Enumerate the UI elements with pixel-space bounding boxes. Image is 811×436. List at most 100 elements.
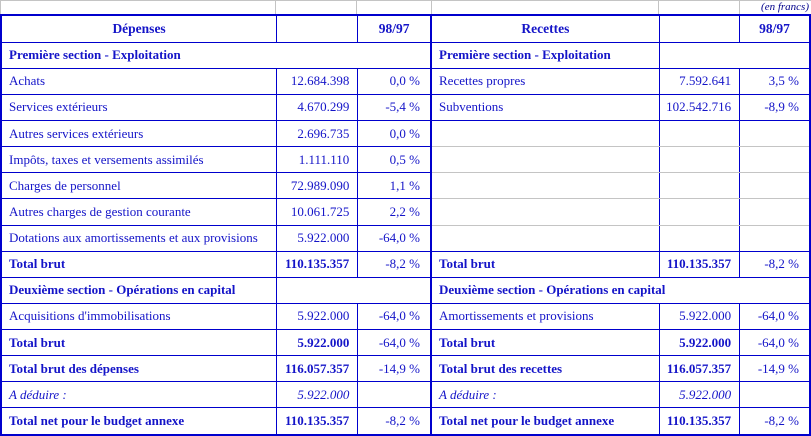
row-label: A déduire :: [432, 381, 660, 409]
row-value: 4.670.299: [276, 94, 359, 122]
grid-strip-cell: [432, 1, 659, 14]
table-row: Services extérieurs 4.670.299 -5,4 %: [2, 94, 431, 122]
table-title: Dépenses: [2, 16, 278, 43]
units-note: (en francs): [761, 1, 809, 13]
tables-frame: Dépenses 98/97 Première section - Exploi…: [0, 14, 811, 436]
section-label: Première section - Exploitation: [2, 42, 431, 69]
section-empty-cell: [659, 42, 809, 69]
row-value: 5.922.000: [659, 303, 741, 331]
row-label: Total net pour le budget annexe: [432, 407, 660, 434]
row-value: 10.061.725: [276, 198, 359, 226]
row-value: [659, 198, 741, 226]
row-pct: 1,1 %: [357, 172, 431, 200]
pct-header: 98/97: [357, 16, 431, 43]
row-pct: 3,5 %: [739, 68, 809, 95]
pct-header: 98/97: [739, 16, 809, 43]
recettes-table: Recettes 98/97 Première section - Exploi…: [432, 16, 809, 434]
row-value: [659, 172, 741, 200]
row-label: [432, 120, 660, 148]
row-pct: -64,0 %: [739, 303, 809, 331]
table-row: Total net pour le budget annexe 110.135.3…: [432, 407, 809, 434]
row-label: Achats: [2, 68, 278, 95]
row-value: 116.057.357: [659, 355, 741, 383]
row-value: 5.922.000: [659, 381, 741, 409]
row-pct: [739, 225, 809, 252]
table-row: Acquisitions d'immobilisations 5.922.000-…: [2, 303, 431, 331]
recettes-header-row: Recettes 98/97: [432, 16, 809, 43]
row-value: 1.111.110: [276, 146, 359, 174]
row-pct: 0,0 %: [357, 68, 431, 95]
row-label: Autres services extérieurs: [2, 120, 278, 148]
table-row: Amortissements et provisions 5.922.000 -64…: [432, 303, 809, 331]
section-empty-cell: [276, 277, 431, 304]
row-pct: -8,2 %: [739, 251, 809, 278]
empty-row: [432, 120, 809, 148]
section-row: Première section - Exploitation: [432, 42, 809, 69]
row-value: 110.135.357: [276, 407, 359, 434]
depenses-header-row: Dépenses 98/97: [2, 16, 431, 43]
row-label: Total brut: [2, 329, 278, 357]
row-label: Subventions: [432, 94, 660, 122]
row-value: 5.922.000: [276, 225, 359, 252]
grid-strip-cell: (en francs): [740, 1, 811, 14]
table-row: Autres services extérieurs 2.696.735 0,0 %: [2, 120, 431, 148]
row-pct: -64,0 %: [357, 303, 431, 331]
row-label: Services extérieurs: [2, 94, 278, 122]
table-title: Recettes: [432, 16, 660, 43]
row-value: 110.135.357: [659, 251, 741, 278]
units-strip: (en francs): [0, 0, 811, 14]
row-label: [432, 225, 660, 252]
table-row: Total brut des dépenses 116.057.357 -14,9 …: [2, 355, 431, 383]
header-empty-cell: [659, 16, 741, 43]
row-label: [432, 172, 660, 200]
row-pct: 2,2 %: [357, 198, 431, 226]
row-label: Total brut: [432, 329, 660, 357]
row-label: Total brut des recettes: [432, 355, 660, 383]
row-label: Total net pour le budget annexe: [2, 407, 278, 434]
empty-row: [432, 172, 809, 200]
section-row: Deuxième section - Opérations en capital: [432, 277, 809, 304]
row-label: A déduire :: [2, 381, 278, 409]
section-row: Première section - Exploitation: [2, 42, 431, 69]
row-label: Total brut: [432, 251, 660, 278]
row-label: Impôts, taxes et versements assimilés: [2, 146, 278, 174]
row-pct: [739, 381, 809, 409]
table-row: Total net pour le budget annexe 110.135.3…: [2, 407, 431, 434]
depenses-table: Dépenses 98/97 Première section - Exploi…: [2, 16, 432, 434]
row-pct: -8,9 %: [739, 94, 809, 122]
row-pct: [739, 198, 809, 226]
row-value: 102.542.716: [659, 94, 741, 122]
row-label: Autres charges de gestion courante: [2, 198, 278, 226]
grid-strip-cell: [659, 1, 740, 14]
row-pct: -14,9 %: [739, 355, 809, 383]
table-row: Subventions 102.542.716 -8,9 %: [432, 94, 809, 122]
row-pct: [739, 172, 809, 200]
section-row: Deuxième section - Opérations en capital: [2, 277, 431, 304]
row-value: 116.057.357: [276, 355, 359, 383]
row-value: 72.989.090: [276, 172, 359, 200]
row-label: [432, 146, 660, 174]
table-row: Total brut 110.135.357 -8,2 %: [432, 251, 809, 278]
row-value: 5.922.000: [659, 329, 741, 357]
row-value: 12.684.398: [276, 68, 359, 95]
row-value: 7.592.641: [659, 68, 741, 95]
row-value: [659, 120, 741, 148]
row-pct: -8,2 %: [357, 251, 431, 278]
empty-row: [432, 146, 809, 174]
row-value: 110.135.357: [276, 251, 359, 278]
table-row: Autres charges de gestion courante 10.061…: [2, 198, 431, 226]
row-value: 5.922.000: [276, 381, 359, 409]
row-value: [659, 225, 741, 252]
row-pct: -64,0 %: [357, 329, 431, 357]
row-value: 110.135.357: [659, 407, 741, 434]
row-pct: -8,2 %: [764, 413, 799, 429]
grid-strip-cell: [357, 1, 432, 14]
row-pct: -5,4 %: [357, 94, 431, 122]
section-label: Deuxième section - Opérations en capital: [432, 277, 809, 304]
row-label: Amortissements et provisions: [432, 303, 660, 331]
row-value: 2.696.735: [276, 120, 359, 148]
table-row: Total brut 5.922.000 -64,0 %: [2, 329, 431, 357]
table-row: Impôts, taxes et versements assimilés 1.1…: [2, 146, 431, 174]
empty-row: [432, 225, 809, 252]
